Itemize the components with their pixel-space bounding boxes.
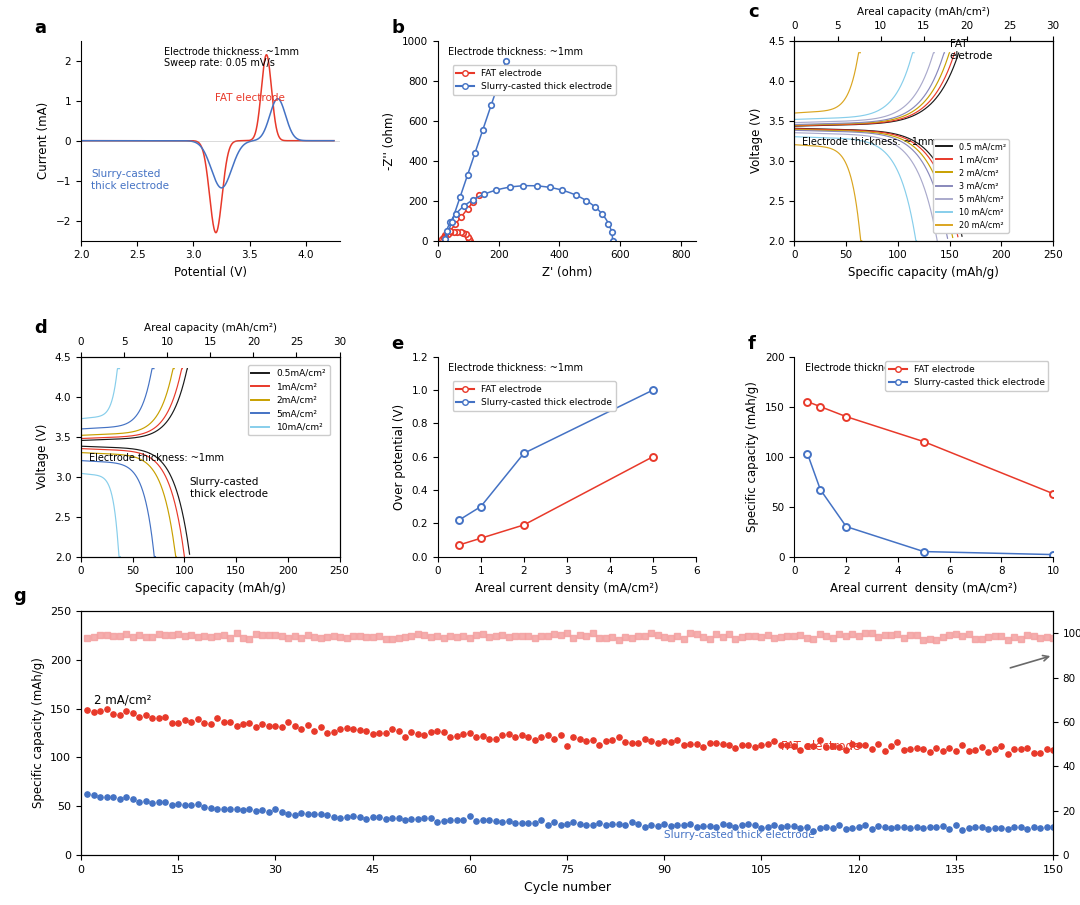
Text: Slurry-casted
thick electrode: Slurry-casted thick electrode xyxy=(190,477,268,499)
Text: Electrode thickness: ~1mm: Electrode thickness: ~1mm xyxy=(448,47,583,57)
X-axis label: Z' (ohm): Z' (ohm) xyxy=(542,266,592,279)
Legend: FAT electrode, Slurry-casted thick electrode: FAT electrode, Slurry-casted thick elect… xyxy=(885,361,1049,391)
Legend: FAT electrode, Slurry-casted thick electrode: FAT electrode, Slurry-casted thick elect… xyxy=(453,65,616,95)
X-axis label: Areal current density (mA/cm²): Areal current density (mA/cm²) xyxy=(475,582,659,595)
Y-axis label: Specific capacity (mAh/g): Specific capacity (mAh/g) xyxy=(746,381,759,532)
X-axis label: Areal capacity (mAh/cm²): Areal capacity (mAh/cm²) xyxy=(858,7,990,17)
Y-axis label: Over potential (V): Over potential (V) xyxy=(393,404,406,510)
Text: FAT electrode: FAT electrode xyxy=(215,92,285,102)
Y-axis label: Specific capacity (mAh/g): Specific capacity (mAh/g) xyxy=(31,658,44,808)
Text: Slurry-casted thick electrode: Slurry-casted thick electrode xyxy=(664,830,814,840)
Text: g: g xyxy=(13,587,26,605)
Text: Electrode thickness: ~1mm: Electrode thickness: ~1mm xyxy=(805,363,940,373)
X-axis label: Areal capacity (mAh/cm²): Areal capacity (mAh/cm²) xyxy=(144,323,276,333)
Text: 2 mA/cm²: 2 mA/cm² xyxy=(94,694,151,707)
Text: Slurry-casted
thick electrode: Slurry-casted thick electrode xyxy=(92,169,170,191)
X-axis label: Specific capacity (mAh/g): Specific capacity (mAh/g) xyxy=(848,266,999,279)
Text: Electrode thickness: ~1mm: Electrode thickness: ~1mm xyxy=(89,452,224,462)
Text: f: f xyxy=(748,335,756,353)
Legend: 0.5 mA/cm², 1 mA/cm², 2 mA/cm², 3 mA/cm², 5 mAh/cm², 10 mA/cm², 20 mA/cm²: 0.5 mA/cm², 1 mA/cm², 2 mA/cm², 3 mA/cm²… xyxy=(933,139,1009,233)
Legend: 0.5mA/cm², 1mA/cm², 2mA/cm², 5mA/cm², 10mA/cm²: 0.5mA/cm², 1mA/cm², 2mA/cm², 5mA/cm², 10… xyxy=(247,365,329,435)
Text: Electrode thickness: ~1mm: Electrode thickness: ~1mm xyxy=(802,137,937,147)
Y-axis label: Voltage (V): Voltage (V) xyxy=(750,108,762,174)
Text: Electrode thickness: ~1mm: Electrode thickness: ~1mm xyxy=(448,363,583,373)
Y-axis label: Current (mA): Current (mA) xyxy=(38,102,51,179)
Text: FAT electrode: FAT electrode xyxy=(781,739,860,753)
Legend: FAT electrode, Slurry-casted thick electrode: FAT electrode, Slurry-casted thick elect… xyxy=(453,381,616,411)
Text: a: a xyxy=(35,19,46,37)
Y-axis label: Voltage (V): Voltage (V) xyxy=(36,424,49,490)
X-axis label: Potential (V): Potential (V) xyxy=(174,266,246,279)
Text: FAT
eletrode: FAT eletrode xyxy=(949,39,993,61)
Text: c: c xyxy=(748,3,758,21)
Text: d: d xyxy=(35,319,48,337)
Text: Electrode thickness: ~1mm
Sweep rate: 0.05 mV/s: Electrode thickness: ~1mm Sweep rate: 0.… xyxy=(164,47,299,68)
X-axis label: Cycle number: Cycle number xyxy=(524,881,610,893)
Y-axis label: -Z'' (ohm): -Z'' (ohm) xyxy=(383,111,396,170)
X-axis label: Specific capacity (mAh/g): Specific capacity (mAh/g) xyxy=(135,582,286,595)
Text: b: b xyxy=(391,19,404,37)
X-axis label: Areal current  density (mA/cm²): Areal current density (mA/cm²) xyxy=(831,582,1017,595)
Text: e: e xyxy=(391,335,404,353)
